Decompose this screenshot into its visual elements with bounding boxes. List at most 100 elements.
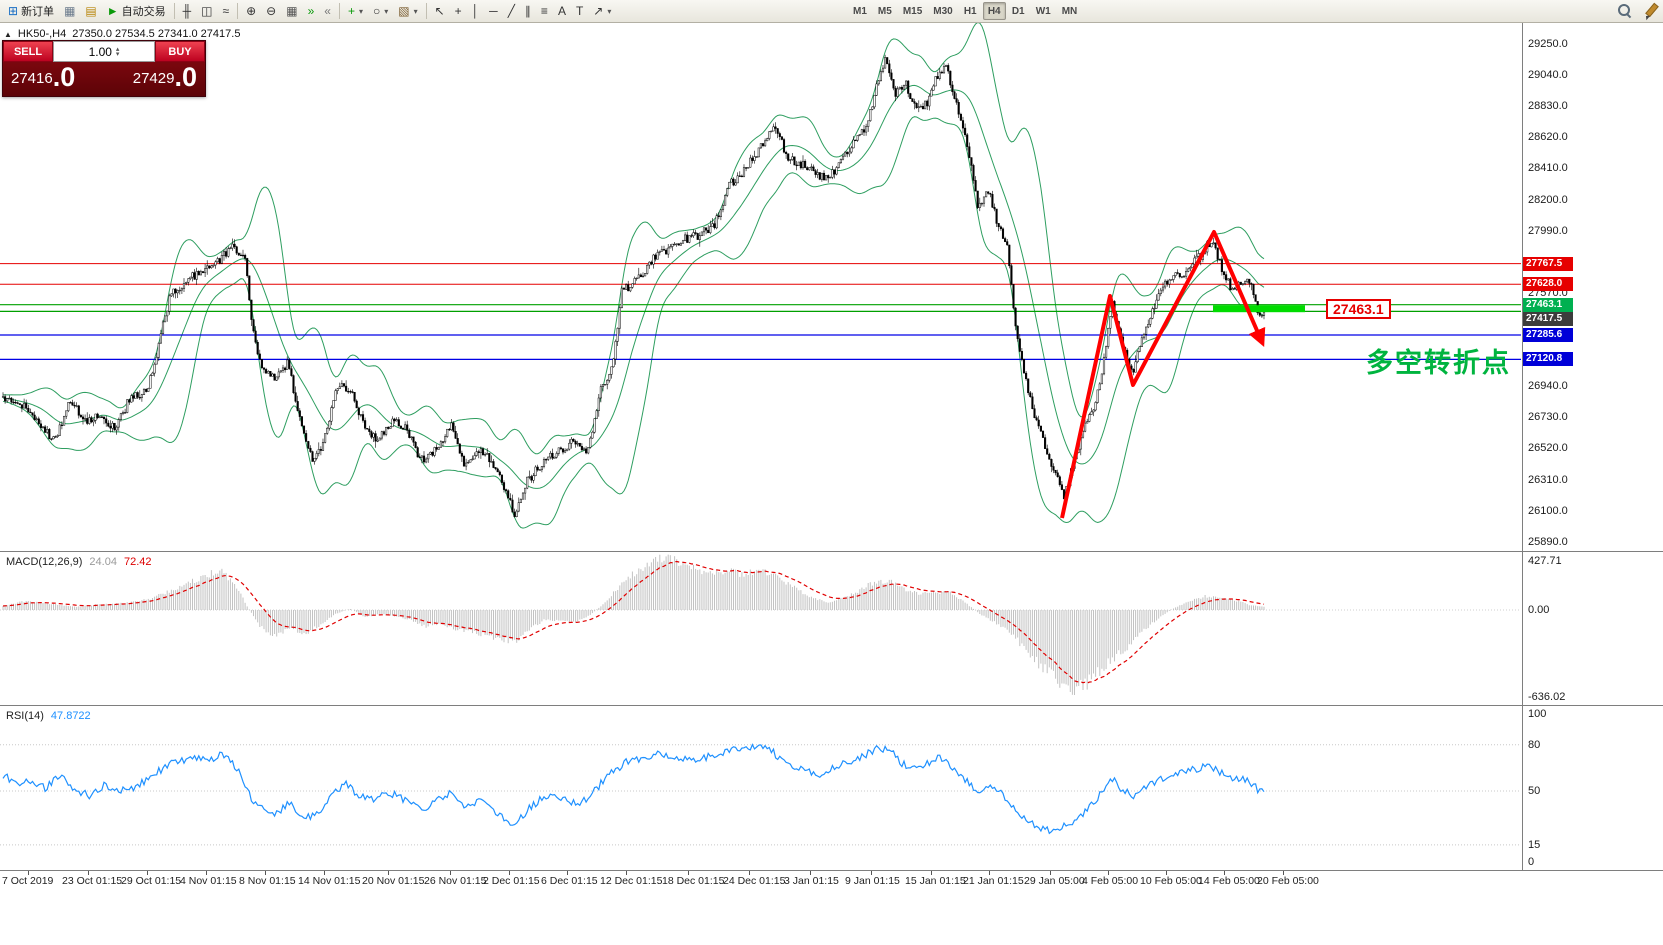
time-axis-tick — [28, 871, 29, 875]
zoom-out-button[interactable]: ⊖ — [261, 1, 281, 21]
price-annotation-box[interactable]: 27463.1 — [1326, 299, 1391, 319]
volume-down-icon[interactable]: ▾ — [115, 50, 120, 58]
rsi-name: RSI(14) — [6, 710, 44, 722]
search-icon[interactable] — [1617, 3, 1632, 18]
time-axis-tick — [1224, 871, 1225, 875]
chart-shift-button-icon: « — [324, 4, 331, 18]
line-chart-button[interactable]: ≈ — [218, 1, 235, 21]
toolbar-separator — [338, 3, 340, 19]
cursor-button-icon: ↖ — [434, 4, 445, 18]
time-axis[interactable]: 7 Oct 2019 23 Oct 01:15 29 Oct 01:15 4 Nov … — [0, 871, 1663, 893]
time-axis-tick — [626, 871, 627, 875]
cursor-button[interactable]: ↖ — [430, 1, 450, 21]
turning-point-note[interactable]: 多空转折点 — [1366, 348, 1511, 378]
price-axis-label: 28830.0 — [1528, 100, 1568, 112]
time-axis-tick — [749, 871, 750, 875]
candlestick-button[interactable]: ◫ — [196, 1, 217, 21]
tile-windows-button-icon: ▦ — [286, 4, 298, 18]
bar-chart-button[interactable]: ╫ — [178, 1, 197, 21]
new-order-button-label: 新订单 — [21, 6, 55, 18]
edit-icon[interactable] — [1642, 3, 1657, 18]
toolbar: ⊞ 新订单 ▦ ▤ ► 自动交易 ╫ ◫ ≈ ⊕ ⊖ ▦» «+ ▾ ○ ▾ ▧ ▾ ↖ + │ ─ ╱ ∥ ≡ A T ↗ ▾ M1 M… — [0, 0, 1663, 23]
chart-shift-button[interactable]: « — [319, 1, 336, 21]
channel-button[interactable]: ∥ — [520, 1, 536, 21]
new-order-button[interactable]: ⊞ 新订单 — [3, 1, 59, 21]
periods-button[interactable]: ○ ▾ — [368, 1, 393, 21]
trendline-button-icon: ╱ — [507, 4, 515, 18]
time-axis-label: 20 Feb 05:00 — [1257, 875, 1319, 887]
rsi-scale-label: 50 — [1528, 785, 1541, 797]
macd-scale-label: -636.02 — [1528, 691, 1566, 703]
price-tag: 27417.5 — [1523, 312, 1573, 326]
profiles-button[interactable]: ▤ — [80, 1, 101, 21]
autotrading-button[interactable]: ► 自动交易 — [102, 1, 171, 21]
volume-up-icon[interactable]: ▴ — [115, 45, 120, 53]
price-axis-label: 28410.0 — [1528, 162, 1568, 174]
main-chart-panel[interactable]: ▲ HK50-,H4 27350.0 27534.5 27341.0 27417… — [0, 23, 1522, 551]
vertical-line-button[interactable]: │ — [467, 1, 485, 21]
time-axis-tick — [989, 871, 990, 875]
timeframe-m15-button[interactable]: M15 — [902, 5, 923, 17]
timeframe-h4-button[interactable]: H4 — [982, 2, 1006, 20]
channel-button-icon: ∥ — [524, 4, 531, 18]
rsi-panel[interactable]: RSI(14) 47.8722 — [0, 706, 1522, 870]
timeframe-m5-button[interactable]: M5 — [877, 5, 892, 17]
indicators-button[interactable]: + ▾ — [343, 1, 368, 21]
panel-separator[interactable] — [0, 870, 1663, 871]
templates-button[interactable]: ▧ ▾ — [393, 1, 422, 21]
timeframe-w1-button[interactable]: W1 — [1035, 5, 1051, 17]
crosshair-button[interactable]: + — [450, 1, 467, 21]
time-axis-label: 4 Nov 01:15 — [180, 875, 237, 887]
price-axis-label: 28620.0 — [1528, 131, 1568, 143]
volume-input[interactable]: 1.00 ▴ ▾ — [53, 41, 155, 62]
time-axis-label: 23 Oct 01:15 — [62, 875, 123, 887]
periods-button-icon: ○ — [372, 4, 381, 18]
panel-collapse-icon[interactable]: ▲ — [4, 29, 12, 39]
price-tag: 27767.5 — [1523, 257, 1573, 271]
tile-windows-button[interactable]: ▦ — [281, 1, 302, 21]
fibonacci-button[interactable]: ≡ — [536, 1, 553, 21]
time-axis-label: 14 Nov 01:15 — [298, 875, 361, 887]
price-axis-label: 26730.0 — [1528, 411, 1568, 423]
timeframe-m1-button[interactable]: M1 — [853, 5, 867, 17]
time-axis-label: 10 Feb 05:00 — [1140, 875, 1202, 887]
time-axis-label: 9 Jan 01:15 — [845, 875, 900, 887]
rsi-scale-label: 15 — [1528, 839, 1541, 851]
price-tag: 27120.8 — [1523, 352, 1573, 366]
macd-panel[interactable]: MACD(12,26,9) 24.04 72.42 — [0, 552, 1522, 705]
text-button[interactable]: A — [553, 1, 571, 21]
rsi-scale-label: 80 — [1528, 739, 1541, 751]
timeframe-m30-button[interactable]: M30 — [933, 5, 953, 17]
label-button-icon: T — [575, 4, 584, 18]
panel-separator[interactable] — [0, 705, 1663, 706]
price-axis[interactable]: 29250.0 29040.0 28830.0 28620.0 28410.0 28200… — [1522, 23, 1663, 870]
one-click-trading-panel: SELL 1.00 ▴ ▾ BUY 27416 .0 27429 .0 — [2, 40, 206, 97]
zoom-in-button[interactable]: ⊕ — [241, 1, 261, 21]
shapes-button[interactable]: ↗ ▾ — [588, 1, 616, 21]
autotrading-button-label: 自动交易 — [121, 6, 166, 18]
toolbar-button-groups: ⊞ 新订单 ▦ ▤ ► 自动交易 ╫ ◫ ≈ ⊕ ⊖ ▦» «+ ▾ ○ ▾ ▧ ▾ ↖ + │ ─ ╱ ∥ ≡ A T ↗ ▾ — [0, 0, 616, 22]
periods-button-caret-icon: ▾ — [384, 6, 389, 16]
auto-scroll-button[interactable]: » — [303, 1, 320, 21]
panel-separator[interactable] — [0, 551, 1663, 552]
templates-button-caret-icon: ▾ — [413, 6, 418, 16]
vertical-line-button-icon: │ — [471, 4, 480, 18]
timeframe-h1-button[interactable]: H1 — [963, 5, 977, 17]
timeframe-mn-button[interactable]: MN — [1061, 5, 1078, 17]
trendline-button[interactable]: ╱ — [503, 1, 520, 21]
horizontal-line-button[interactable]: ─ — [484, 1, 503, 21]
chart-window-button[interactable]: ▦ — [59, 1, 80, 21]
fibonacci-button-icon: ≡ — [540, 4, 548, 18]
price-axis-label: 26310.0 — [1528, 474, 1568, 486]
label-button[interactable]: T — [571, 1, 588, 21]
price-chart[interactable] — [0, 23, 1522, 551]
time-axis-label: 18 Dec 01:15 — [662, 875, 725, 887]
macd-name: MACD(12,26,9) — [6, 556, 83, 568]
buy-button[interactable]: BUY — [155, 41, 205, 62]
time-axis-tick — [206, 871, 207, 875]
volume-value[interactable]: 1.00 — [88, 44, 112, 59]
time-axis-tick — [1166, 871, 1167, 875]
sell-button[interactable]: SELL — [3, 41, 53, 62]
timeframe-d1-button[interactable]: D1 — [1011, 5, 1025, 17]
time-axis-tick — [388, 871, 389, 875]
